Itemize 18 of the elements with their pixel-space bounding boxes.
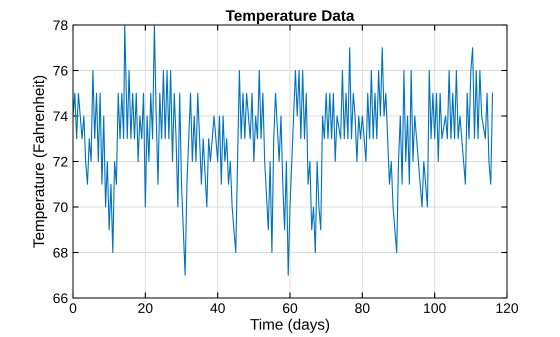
y-tick-label: 78 — [53, 20, 68, 30]
y-tick-label: 68 — [53, 248, 68, 258]
x-tick-label: 120 — [496, 303, 518, 314]
y-tick-label: 76 — [53, 66, 68, 76]
x-tick-label: 100 — [424, 303, 446, 314]
x-tick-label: 40 — [210, 303, 225, 314]
y-tick-label: 72 — [53, 156, 68, 167]
x-axis-title: Time (days) — [250, 318, 330, 333]
y-tick-label: 74 — [53, 111, 68, 122]
y-tick-label: 70 — [53, 202, 68, 212]
x-tick-label: 20 — [138, 303, 153, 314]
y-axis-title: Temperature (Fahrenheit) — [32, 76, 48, 248]
x-tick-label: 80 — [355, 303, 370, 314]
line-series — [73, 25, 494, 276]
chart-title: Temperature Data — [226, 10, 354, 24]
x-tick-label: 60 — [282, 303, 298, 314]
x-tick-label: 0 — [70, 303, 76, 314]
y-tick-label: 66 — [53, 293, 68, 304]
